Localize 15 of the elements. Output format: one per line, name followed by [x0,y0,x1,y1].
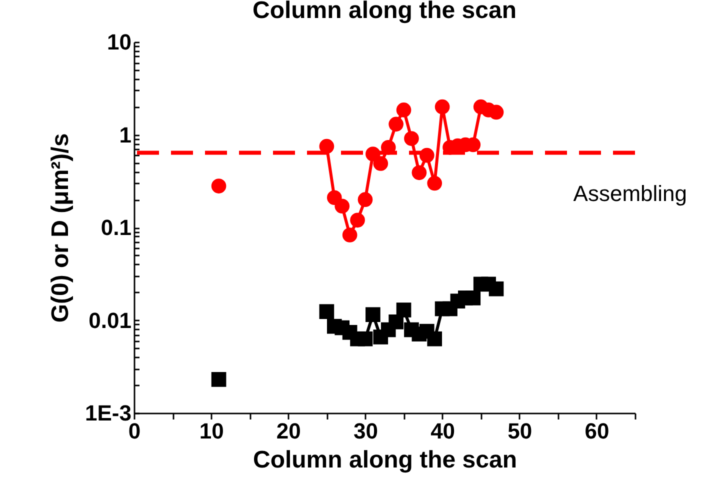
x-tick-label: 20 [276,418,301,444]
y-axis-title: G(0) or D (μm²)/s [47,133,74,323]
y-tick-label: 10 [107,30,132,54]
y-tick-label: 0.01 [88,308,132,333]
x-tick-label: 10 [199,418,224,444]
y-tick-label: 0.1 [100,215,132,240]
y-tick-label: 1 [119,122,132,148]
x-tick-label: 40 [430,418,456,444]
y-tick-label: 1E-3 [85,400,132,426]
x-axis-title: Column along the scan [252,446,518,474]
chart-title: Column along the scan [252,0,517,24]
annotation: Assembling [573,181,687,206]
x-tick-label: 60 [584,418,610,444]
x-tick-label: 50 [508,418,532,444]
x-tick-label: 30 [353,418,378,444]
